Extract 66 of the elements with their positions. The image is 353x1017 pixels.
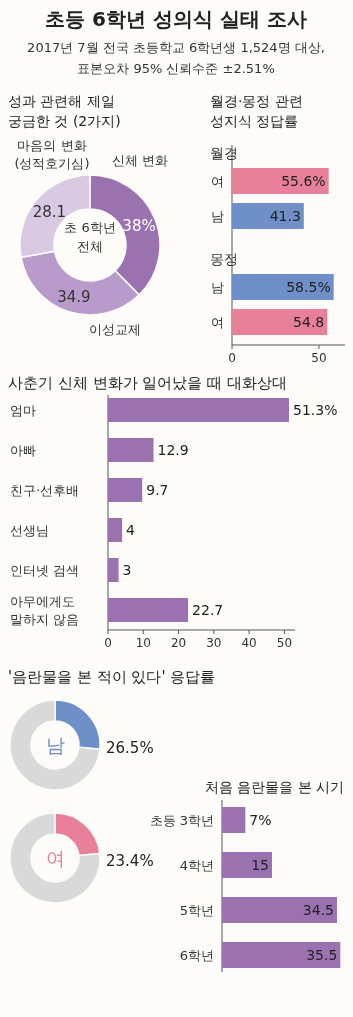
y-tick-label: 엄마 [10,403,36,418]
bar [108,598,189,622]
bar [108,398,289,422]
y-tick-label: 인터넷 검색 [10,563,80,578]
chart-title: 월경·몽정 관련 성지식 정답률 [210,93,303,130]
y-tick-label: 선생님 [10,523,49,538]
chart-title: '음란물을 본 적이 있다' 응답률 [8,668,216,686]
x-tick-label: 40 [241,636,257,650]
y-tick-label: 6학년 [179,948,214,963]
y-tick-label: 여 [211,315,224,330]
x-tick-label: 50 [311,351,327,365]
data-label: 55.6% [281,173,326,189]
data-label: 12.9 [157,442,189,458]
data-label: 3 [122,562,132,578]
data-label: 34.9 [57,287,91,306]
data-label: 38% [122,216,156,235]
slice-label: 마음의 변화 (성적호기심) [14,138,90,171]
data-label: 26.5% [106,739,154,757]
data-label: 51.3% [293,402,338,418]
y-tick-label: 남 [211,280,224,295]
y-tick-label: 초등 3학년 [149,813,214,828]
slice-label: 이성교제 [89,322,141,337]
y-tick-label: 아빠 [10,443,36,458]
slice-label: 신체 변화 [111,153,169,168]
data-label: 7% [249,812,272,828]
data-label: 35.5 [306,947,338,963]
data-label: 54.8 [293,314,325,330]
bar [108,478,143,502]
data-label: 28.1 [32,202,67,221]
data-label: 9.7 [146,482,169,498]
bar [222,897,337,923]
donut-slice [9,699,101,791]
donut-slice [9,812,101,904]
x-tick-label: 30 [206,636,222,650]
data-label: 23.4% [106,852,154,870]
x-tick-label: 0 [104,636,112,650]
y-tick-label: 친구·선후배 [10,483,80,498]
data-label: 58.5% [286,279,331,295]
y-tick-label: 아무에게도 말하지 않음 [10,594,80,627]
bar [108,518,123,542]
x-tick-label: 0 [228,351,236,365]
text: 2017년 7월 전국 초등학교 6학년생 1,524명 대상, 표본오차 95% 신뢰수준 ±2.51% [27,40,325,76]
annotation: 몽정 [210,251,238,267]
x-tick-label: 50 [276,636,293,650]
bar [222,807,246,833]
bar [222,942,341,968]
y-tick-label: 남 [211,209,224,224]
annotation: 월경 [210,145,238,161]
chart-title: 처음 음란물을 본 시기 [205,779,345,795]
data-label: 22.7 [192,602,224,618]
y-tick-label: 4학년 [179,858,214,873]
chart-title: 사춘기 신체 변화가 일어났을 때 대화상대 [8,374,287,392]
bar [108,558,119,582]
data-label: 4 [126,522,136,538]
x-tick-label: 10 [135,636,151,650]
data-label: 15 [251,857,269,873]
y-tick-label: 5학년 [179,903,214,918]
y-tick-label: 여 [211,174,224,189]
x-tick-label: 20 [170,636,187,650]
data-label: 41.3 [269,208,301,224]
bar [222,852,272,878]
text: 초등 6학년 성의식 실태 조사 [45,7,307,31]
bar [108,438,154,462]
text: 초 6학년 전체 [64,219,116,254]
chart-title: 성과 관련해 제일 궁금한 것 (2가지) [8,93,121,130]
data-label: 34.5 [302,902,334,918]
